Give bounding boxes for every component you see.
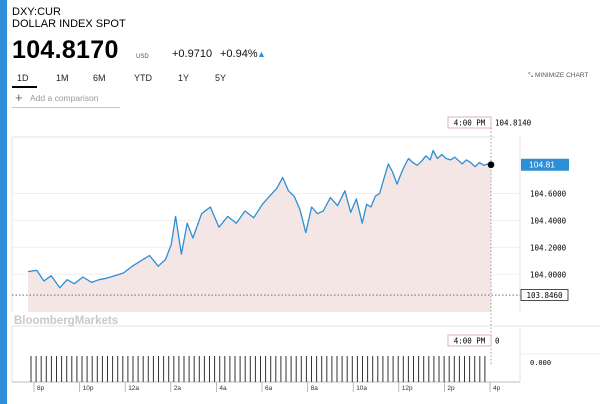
cursor-time-box [447,116,492,129]
y-axis-label: 104.0000 [530,270,567,279]
minimize-chart-button[interactable]: ⤡ MINIMIZE CHART [528,72,588,80]
x-axis-label: 8a [311,385,319,392]
last-price-label: 104.81 [529,160,555,170]
tab-ytd[interactable]: YTD [134,73,152,83]
previous-close-box [520,289,569,301]
x-axis-label: 12p [402,385,413,392]
instrument-name: DOLLAR INDEX SPOT [12,18,126,30]
tab-6m[interactable]: 6M [93,73,106,83]
x-axis-label: 2a [174,385,182,392]
x-axis-label: 4p [493,385,501,392]
cursor-value-label: 104.8140 [495,119,532,128]
y-axis-label: 104.2000 [530,243,567,252]
active-tab-indicator [12,86,37,88]
tab-1d[interactable]: 1D [17,73,29,83]
tab-1y[interactable]: 1Y [178,73,190,83]
y-axis-label: 104.6000 [530,190,567,199]
up-arrow-icon: ▲ [257,49,266,59]
ticker-symbol: DXY:CUR [12,6,61,18]
volume-cursor-time-box [447,334,492,347]
plus-icon: + [15,90,23,105]
previous-close-label: 103.8460 [526,291,563,300]
x-axis-label: 4a [219,385,227,392]
currency-label: USD [136,54,149,60]
x-axis-label: 10a [356,385,367,392]
y-axis-label: 104.4000 [530,216,567,225]
bloomberg-watermark: BloombergMarkets [14,315,118,327]
price-value: 104.8170 [12,36,119,64]
x-axis-label: 8p [37,385,45,392]
volume-cursor-value-label: 0 [495,337,500,346]
price-change: +0.9710 [172,48,213,60]
x-axis-label: 2p [447,385,455,392]
tab-1m[interactable]: 1M [56,73,69,83]
x-axis-label: 10p [83,385,94,392]
price-change-percent: +0.94% [220,48,258,60]
cursor-time-label: 4:00 PM [454,119,486,128]
volume-cursor-time-label: 4:00 PM [454,337,486,346]
x-axis-label: 6a [265,385,273,392]
comparison-box[interactable]: + [12,88,120,108]
price-line [27,149,492,289]
tab-5y[interactable]: 5Y [215,73,227,83]
volume-axis-label: 0.000 [530,359,551,367]
comparison-input[interactable] [30,91,120,105]
last-price-dot [487,161,495,169]
last-price-box [521,158,569,171]
x-axis-label: 12a [128,385,139,392]
accent-bar [0,0,7,404]
price-area-fill [28,150,491,312]
minimize-chart-label: MINIMIZE CHART [535,72,589,79]
expand-arrows-icon: ⤡ [528,72,534,79]
